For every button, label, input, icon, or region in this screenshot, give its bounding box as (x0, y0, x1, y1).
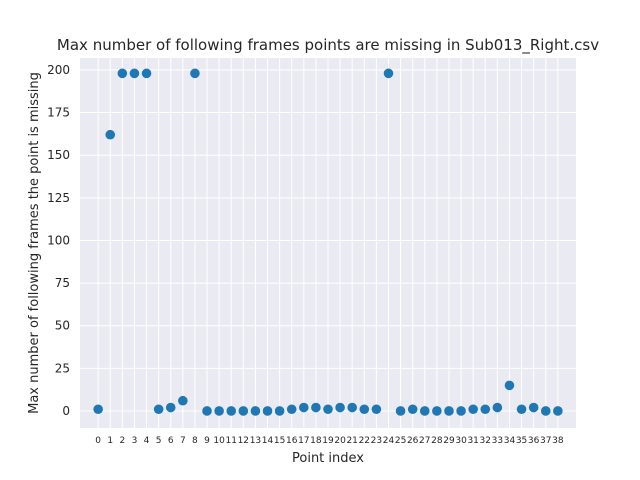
x-tick-label: 29 (443, 436, 455, 446)
x-tick-label: 32 (480, 436, 491, 446)
data-point (165, 402, 176, 413)
x-tick-label: 7 (180, 436, 186, 446)
data-point (419, 406, 430, 416)
data-point (117, 68, 128, 79)
x-tick-label: 21 (346, 436, 357, 446)
x-tick-label: 10 (213, 436, 225, 446)
x-tick-label: 18 (310, 436, 322, 446)
data-point (311, 402, 321, 413)
x-tick-label: 19 (322, 436, 334, 446)
chart-title: Max number of following frames points ar… (57, 36, 599, 55)
data-point (480, 404, 491, 415)
data-point (504, 380, 515, 391)
x-tick-label: 4 (144, 436, 150, 446)
x-tick-label: 28 (431, 436, 443, 446)
x-tick-label: 14 (262, 436, 274, 446)
x-axis-label: Point index (292, 451, 364, 466)
x-tick-label: 13 (250, 436, 261, 446)
x-tick-label: 9 (204, 436, 210, 446)
data-point (395, 406, 406, 416)
data-point (262, 406, 273, 416)
data-point (456, 406, 466, 416)
data-point (299, 402, 309, 413)
x-tick-label: 16 (286, 436, 298, 446)
data-point (371, 404, 382, 415)
data-point (335, 402, 345, 413)
x-tick-label: 1 (107, 436, 113, 446)
x-tick-label: 35 (516, 436, 527, 446)
data-point (190, 68, 200, 79)
y-tick-label: 175 (47, 106, 70, 120)
x-tick-label: 22 (359, 436, 370, 446)
data-point (226, 406, 237, 416)
x-tick-label: 38 (552, 436, 564, 446)
data-point (359, 404, 370, 415)
x-tick-label: 30 (455, 436, 467, 446)
data-point (553, 406, 563, 416)
x-tick-label: 34 (504, 436, 516, 446)
x-tick-label: 8 (192, 436, 198, 446)
y-tick-label: 100 (47, 233, 70, 247)
data-point (492, 402, 503, 413)
data-point (274, 406, 285, 416)
data-point (528, 402, 539, 413)
data-point (432, 406, 442, 416)
y-tick-label: 150 (47, 148, 70, 162)
y-tick-label: 75 (55, 276, 70, 290)
data-point (214, 406, 224, 416)
data-point (468, 404, 478, 415)
x-tick-label: 3 (132, 436, 138, 446)
data-point (540, 406, 551, 416)
data-point (347, 402, 357, 413)
x-tick-label: 24 (383, 436, 395, 446)
data-point (202, 406, 212, 416)
x-tick-label: 36 (528, 436, 540, 446)
x-tick-label: 20 (334, 436, 346, 446)
x-tick-label: 5 (156, 436, 162, 446)
y-tick-label: 0 (62, 404, 70, 418)
data-point (407, 404, 418, 415)
y-axis-label: Max number of following frames the point… (27, 72, 42, 414)
data-points (93, 68, 563, 416)
x-tick-label: 33 (492, 436, 503, 446)
y-tick-label: 125 (47, 191, 70, 205)
x-tick-label: 25 (395, 436, 406, 446)
data-point (286, 404, 297, 415)
y-tick-label: 50 (55, 319, 70, 333)
x-tick-label: 15 (274, 436, 285, 446)
data-point (93, 404, 103, 415)
x-tick-label: 26 (407, 436, 419, 446)
data-point (250, 406, 261, 416)
x-tick-label: 37 (540, 436, 551, 446)
x-tick-label: 27 (419, 436, 430, 446)
x-tick-label: 0 (95, 436, 101, 446)
data-point (323, 404, 333, 415)
data-point (178, 395, 188, 406)
data-point (516, 404, 527, 415)
y-tick-label: 25 (55, 361, 70, 375)
x-tick-label: 17 (298, 436, 309, 446)
grid (80, 58, 576, 428)
data-point (444, 406, 454, 416)
x-axis-ticks: 0 1 2 3 4 5 6 7 8 9 10 11 12 13 14 15 16 17 18 19 20 21 22 23 24… (95, 436, 564, 446)
data-point (153, 404, 164, 415)
x-tick-label: 12 (238, 436, 249, 446)
x-tick-label: 2 (119, 436, 125, 446)
data-point (129, 68, 140, 79)
data-point (105, 129, 116, 140)
x-tick-label: 31 (467, 436, 478, 446)
data-point (383, 68, 394, 79)
data-point (141, 68, 152, 79)
x-tick-label: 11 (225, 436, 236, 446)
x-tick-label: 6 (168, 436, 174, 446)
data-point (238, 406, 249, 416)
y-axis-ticks: 0 25 50 75 100 125 150 175 200 (47, 63, 70, 418)
x-tick-label: 23 (371, 436, 382, 446)
y-tick-label: 200 (47, 63, 70, 77)
